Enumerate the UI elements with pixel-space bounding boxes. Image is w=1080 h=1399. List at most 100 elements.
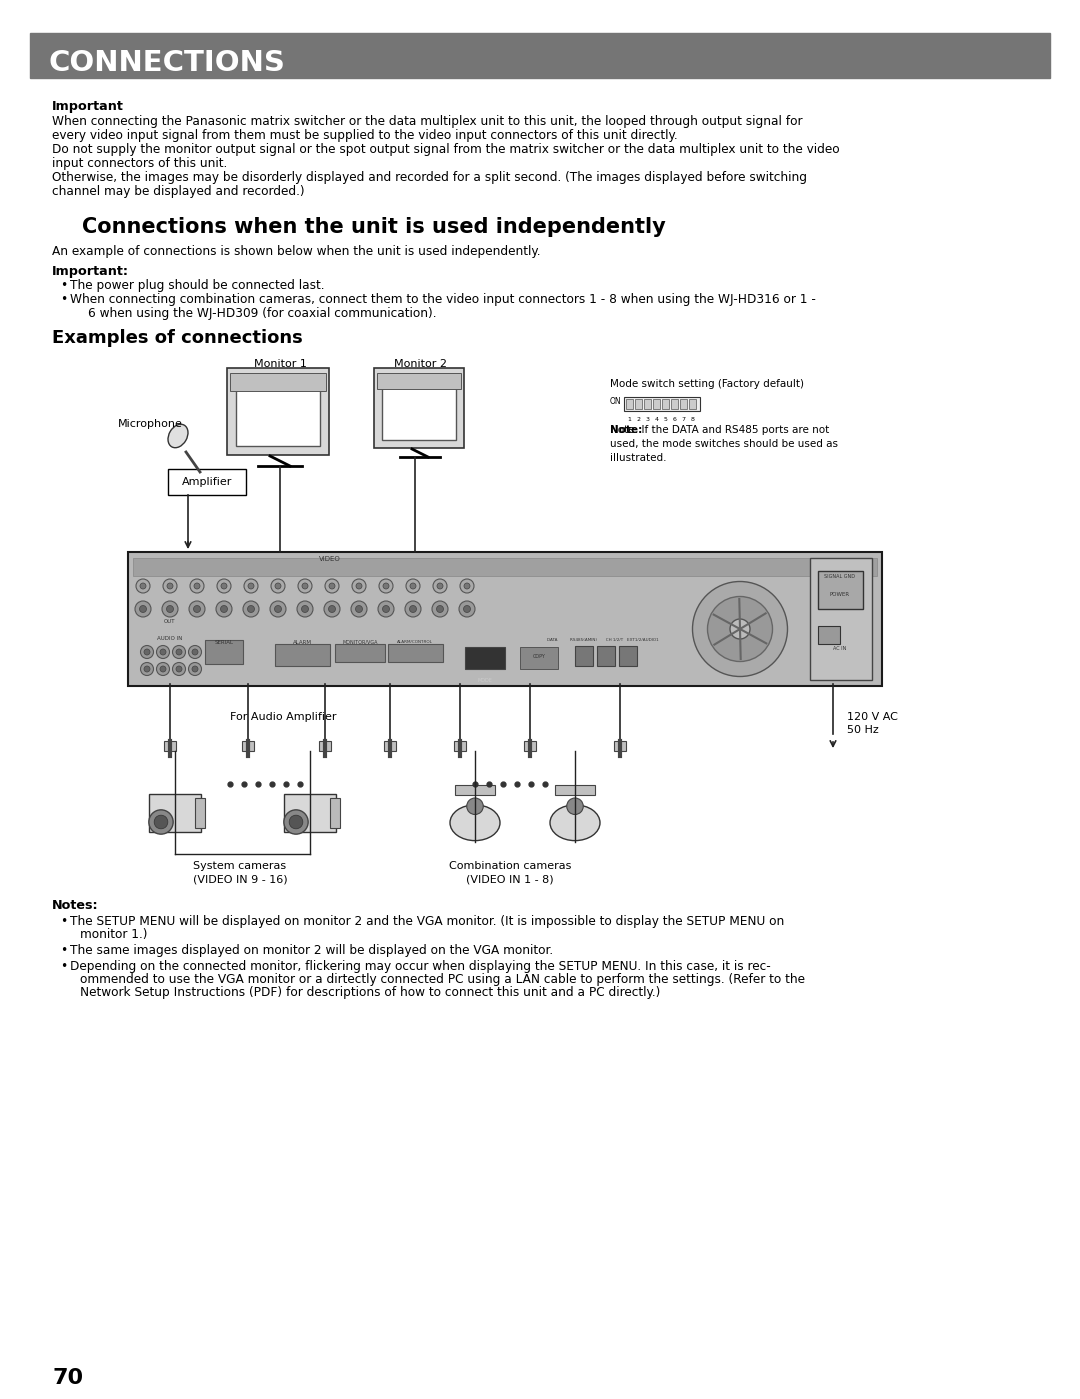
Ellipse shape: [692, 582, 787, 677]
Text: When connecting combination cameras, connect them to the video input connectors : When connecting combination cameras, con…: [70, 292, 815, 306]
Bar: [164, 741, 176, 751]
Bar: [626, 399, 633, 409]
Text: 6 when using the WJ-HD309 (for coaxial communication).: 6 when using the WJ-HD309 (for coaxial c…: [87, 306, 436, 320]
Bar: [230, 374, 326, 390]
Text: Network Setup Instructions (PDF) for descriptions of how to connect this unit an: Network Setup Instructions (PDF) for des…: [80, 986, 660, 999]
Circle shape: [329, 583, 335, 589]
Circle shape: [328, 606, 336, 613]
Text: •: •: [60, 915, 67, 928]
FancyBboxPatch shape: [227, 368, 329, 455]
Circle shape: [221, 583, 227, 589]
Text: monitor 1.): monitor 1.): [80, 928, 148, 942]
Text: 8: 8: [690, 417, 694, 422]
Circle shape: [160, 666, 166, 672]
Text: Note: If the DATA and RS485 ports are not
used, the mode switches should be used: Note: If the DATA and RS485 ports are no…: [610, 425, 838, 463]
Text: The same images displayed on monitor 2 will be displayed on the VGA monitor.: The same images displayed on monitor 2 w…: [70, 944, 553, 957]
Circle shape: [176, 666, 183, 672]
Text: MODE: MODE: [477, 677, 492, 683]
Bar: [818, 571, 863, 609]
Circle shape: [382, 606, 390, 613]
Text: 70: 70: [52, 1368, 83, 1388]
Text: When connecting the Panasonic matrix switcher or the data multiplex unit to this: When connecting the Panasonic matrix swi…: [52, 115, 802, 127]
Ellipse shape: [450, 804, 500, 841]
Bar: [284, 795, 336, 832]
Bar: [149, 795, 201, 832]
Circle shape: [192, 649, 198, 655]
Circle shape: [378, 602, 394, 617]
Text: Monitor 1: Monitor 1: [254, 360, 307, 369]
Circle shape: [379, 579, 393, 593]
Bar: [555, 785, 595, 795]
Circle shape: [135, 602, 151, 617]
Circle shape: [189, 663, 202, 676]
Circle shape: [157, 645, 170, 659]
Ellipse shape: [730, 618, 750, 639]
Circle shape: [247, 606, 255, 613]
Bar: [133, 558, 877, 576]
Circle shape: [140, 583, 146, 589]
Circle shape: [325, 579, 339, 593]
Bar: [644, 399, 651, 409]
Text: Important:: Important:: [52, 264, 129, 278]
Bar: [810, 558, 872, 680]
Text: OUT: OUT: [164, 618, 176, 624]
Circle shape: [324, 602, 340, 617]
Circle shape: [163, 579, 177, 593]
Text: 3: 3: [646, 417, 649, 422]
Circle shape: [356, 583, 362, 589]
Bar: [465, 646, 505, 669]
Text: An example of connections is shown below when the unit is used independently.: An example of connections is shown below…: [52, 245, 540, 257]
Text: •: •: [60, 292, 67, 306]
Text: Microphone: Microphone: [118, 418, 183, 429]
Text: 6: 6: [673, 417, 676, 422]
Text: 7: 7: [681, 417, 686, 422]
Circle shape: [193, 606, 201, 613]
Circle shape: [189, 602, 205, 617]
Bar: [242, 741, 254, 751]
Bar: [388, 644, 443, 662]
Circle shape: [383, 583, 389, 589]
Bar: [384, 741, 396, 751]
Text: AUDIO IN: AUDIO IN: [158, 637, 183, 641]
Circle shape: [157, 663, 170, 676]
Text: •: •: [60, 278, 67, 292]
Circle shape: [433, 579, 447, 593]
Circle shape: [190, 579, 204, 593]
Circle shape: [216, 602, 232, 617]
Text: ON: ON: [610, 397, 622, 406]
Circle shape: [144, 649, 150, 655]
Circle shape: [351, 602, 367, 617]
Bar: [662, 399, 669, 409]
Text: Depending on the connected monitor, flickering may occur when displaying the SET: Depending on the connected monitor, flic…: [70, 960, 771, 972]
Text: 120 V AC
50 Hz: 120 V AC 50 Hz: [847, 712, 897, 736]
Text: DATA          RS485(AMIN)       CH 1/2/T   EXT1/2/AUDIO1: DATA RS485(AMIN) CH 1/2/T EXT1/2/AUDIO1: [548, 638, 659, 642]
Text: 5: 5: [663, 417, 667, 422]
Bar: [818, 625, 840, 644]
Circle shape: [289, 816, 302, 828]
Circle shape: [194, 583, 200, 589]
Ellipse shape: [168, 424, 188, 448]
Circle shape: [406, 579, 420, 593]
Circle shape: [167, 583, 173, 589]
Circle shape: [275, 583, 281, 589]
Bar: [671, 399, 678, 409]
Circle shape: [297, 602, 313, 617]
Bar: [454, 741, 465, 751]
FancyBboxPatch shape: [129, 553, 882, 686]
Text: Note:: Note:: [610, 425, 643, 435]
Circle shape: [166, 606, 174, 613]
Text: SIGNAL GND: SIGNAL GND: [824, 574, 855, 579]
Circle shape: [173, 645, 186, 659]
Text: 1: 1: [627, 417, 632, 422]
Circle shape: [355, 606, 363, 613]
Text: ommended to use the VGA monitor or a dirtectly connected PC using a LAN cable to: ommended to use the VGA monitor or a dir…: [80, 972, 805, 986]
Text: The SETUP MENU will be displayed on monitor 2 and the VGA monitor. (It is imposs: The SETUP MENU will be displayed on moni…: [70, 915, 784, 928]
Bar: [319, 741, 330, 751]
Circle shape: [176, 649, 183, 655]
Bar: [524, 741, 536, 751]
Bar: [455, 785, 495, 795]
Circle shape: [136, 579, 150, 593]
Circle shape: [154, 816, 167, 828]
Bar: [237, 389, 320, 446]
Text: Otherwise, the images may be disorderly displayed and recorded for a split secon: Otherwise, the images may be disorderly …: [52, 171, 807, 185]
